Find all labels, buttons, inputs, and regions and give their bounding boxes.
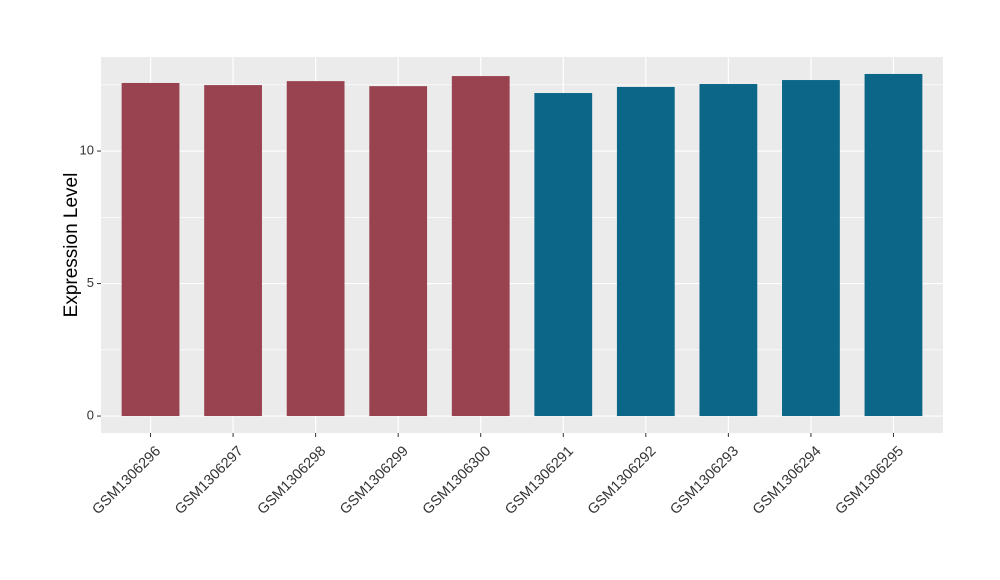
bar: [451, 76, 510, 417]
x-tick-label: GSM1306291: [502, 443, 577, 518]
bar: [369, 86, 428, 417]
x-tick-label: GSM1306292: [585, 443, 660, 518]
y-tick-label: 5: [87, 275, 94, 290]
x-tick-label: GSM1306294: [750, 443, 825, 518]
bar: [121, 82, 180, 417]
x-tick-label: GSM1306293: [667, 443, 742, 518]
bar: [864, 73, 923, 417]
x-tick-label: GSM1306295: [832, 443, 907, 518]
x-tick-label: GSM1306298: [255, 443, 330, 518]
x-tick-label: GSM1306297: [172, 443, 247, 518]
bar: [204, 85, 262, 417]
y-tick-label: 0: [87, 407, 94, 422]
x-tick-label: GSM1306299: [337, 443, 412, 518]
y-tick-label: 10: [80, 143, 94, 158]
x-tick-label: GSM1306296: [90, 443, 165, 518]
bar: [616, 86, 675, 417]
bar: [286, 81, 345, 417]
bar: [699, 84, 758, 417]
bar: [782, 80, 840, 417]
bar: [534, 93, 593, 417]
y-axis-title: Expression Level: [61, 173, 82, 318]
x-tick-label: GSM1306300: [420, 443, 495, 518]
